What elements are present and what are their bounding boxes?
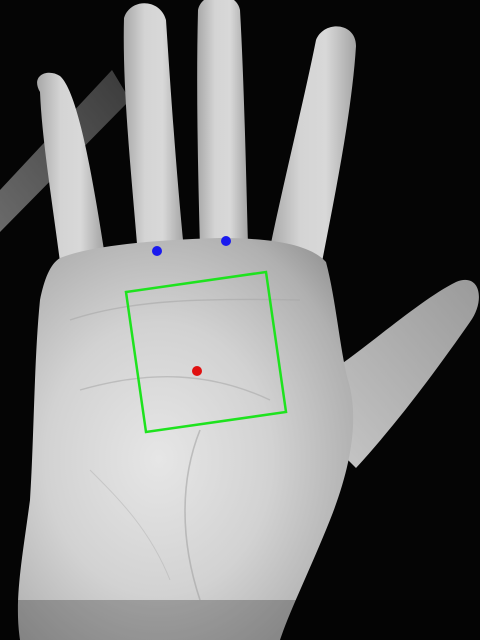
thumb — [318, 279, 479, 468]
wrist-shadow — [0, 600, 480, 640]
ring-finger — [123, 3, 184, 256]
head-line — [79, 376, 271, 401]
index-finger — [270, 26, 356, 263]
heart-line — [69, 298, 301, 321]
keypoint-middle-index-gap — [221, 236, 231, 246]
keypoint-ring-middle-gap — [152, 246, 162, 256]
life-line — [184, 429, 201, 601]
roi-box — [124, 270, 288, 434]
middle-finger — [197, 0, 248, 248]
palm-surface — [17, 238, 354, 640]
minor-crease — [89, 469, 171, 581]
little-finger — [37, 72, 104, 262]
roi-center-point — [192, 366, 202, 376]
